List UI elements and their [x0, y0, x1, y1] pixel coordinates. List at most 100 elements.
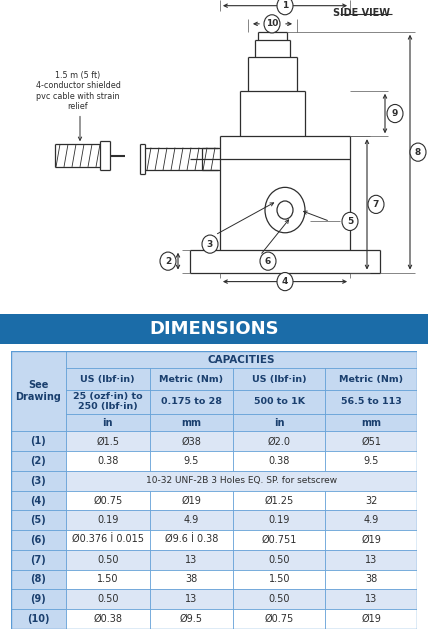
Bar [325, 511, 417, 530]
Text: (6): (6) [30, 535, 46, 545]
Circle shape [260, 252, 276, 270]
Text: US (lbf·in): US (lbf·in) [252, 375, 307, 384]
Bar [66, 432, 150, 451]
Text: See
Drawing: See Drawing [15, 380, 61, 402]
Text: 0.50: 0.50 [97, 555, 119, 565]
Bar [66, 550, 150, 569]
Bar [325, 368, 417, 390]
Text: Ø19: Ø19 [181, 495, 202, 506]
Text: 500 to 1K: 500 to 1K [254, 398, 305, 406]
Bar [233, 609, 325, 629]
Text: US (lbf·in): US (lbf·in) [80, 375, 135, 384]
Bar [11, 609, 66, 629]
Bar [11, 569, 66, 590]
Circle shape [387, 104, 403, 123]
Bar [150, 511, 233, 530]
Circle shape [277, 201, 293, 219]
Bar [66, 351, 417, 368]
Text: 7: 7 [373, 200, 379, 209]
Text: (7): (7) [30, 555, 46, 565]
Bar [233, 432, 325, 451]
Text: 9.5: 9.5 [364, 456, 379, 466]
Bar [233, 569, 325, 590]
Bar [11, 490, 66, 511]
Text: 13: 13 [185, 555, 198, 565]
Bar [325, 569, 417, 590]
Text: 0.38: 0.38 [269, 456, 290, 466]
Bar [233, 390, 325, 414]
Circle shape [264, 15, 280, 33]
Text: Ø51: Ø51 [361, 436, 381, 446]
Bar [150, 414, 233, 432]
Bar [150, 590, 233, 609]
Bar [150, 490, 233, 511]
Text: Metric (Nm): Metric (Nm) [160, 375, 223, 384]
Bar [11, 432, 66, 451]
Text: 10: 10 [266, 20, 278, 28]
Text: 0.50: 0.50 [97, 594, 119, 604]
Bar [325, 390, 417, 414]
Text: 0.50: 0.50 [269, 555, 290, 565]
Text: Ø0.38: Ø0.38 [93, 614, 122, 624]
Bar [150, 569, 233, 590]
Bar [233, 590, 325, 609]
Text: 4.9: 4.9 [364, 515, 379, 525]
Text: 38: 38 [365, 574, 377, 585]
Circle shape [410, 143, 426, 161]
Bar [325, 530, 417, 550]
Text: 8: 8 [415, 148, 421, 157]
Text: 0.19: 0.19 [269, 515, 290, 525]
Text: Ø0.751: Ø0.751 [262, 535, 297, 545]
Text: 4: 4 [282, 277, 288, 286]
Circle shape [265, 187, 305, 233]
Text: 0.175 to 28: 0.175 to 28 [161, 398, 222, 406]
Text: Ø2.0: Ø2.0 [268, 436, 291, 446]
Bar [150, 390, 233, 414]
Bar [66, 609, 150, 629]
Text: 1.5 m (5 ft)
4-conductor shielded
pvc cable with strain
relief: 1.5 m (5 ft) 4-conductor shielded pvc ca… [36, 71, 120, 111]
Text: 38: 38 [185, 574, 198, 585]
Bar [150, 609, 233, 629]
Bar [11, 351, 66, 432]
Bar [11, 471, 66, 490]
Text: 0.50: 0.50 [269, 594, 290, 604]
Bar [150, 432, 233, 451]
Text: 13: 13 [365, 594, 377, 604]
Text: 9.5: 9.5 [184, 456, 199, 466]
Text: 13: 13 [365, 555, 377, 565]
Text: 1.50: 1.50 [97, 574, 119, 585]
Bar [11, 590, 66, 609]
Bar [325, 490, 417, 511]
Circle shape [277, 0, 293, 15]
Text: 6: 6 [265, 257, 271, 265]
Bar [66, 471, 417, 490]
Text: 2: 2 [165, 257, 171, 265]
Bar [66, 368, 150, 390]
Circle shape [342, 212, 358, 231]
Circle shape [277, 272, 293, 291]
Bar [325, 432, 417, 451]
Bar [233, 451, 325, 471]
Bar [325, 590, 417, 609]
Bar [325, 550, 417, 569]
Circle shape [202, 235, 218, 253]
Text: 1.50: 1.50 [269, 574, 290, 585]
Text: Ø1.25: Ø1.25 [265, 495, 294, 506]
Text: 25 (ozf·in) to
250 (lbf·in): 25 (ozf·in) to 250 (lbf·in) [73, 392, 143, 411]
Text: 4.9: 4.9 [184, 515, 199, 525]
Text: (4): (4) [30, 495, 46, 506]
Text: (1): (1) [30, 436, 46, 446]
Text: Ø0.376 İ 0.015: Ø0.376 İ 0.015 [72, 535, 144, 545]
Text: 13: 13 [185, 594, 198, 604]
Text: (2): (2) [30, 456, 46, 466]
Bar [233, 550, 325, 569]
Text: 0.19: 0.19 [97, 515, 119, 525]
Bar [325, 451, 417, 471]
Text: Ø0.75: Ø0.75 [93, 495, 122, 506]
Circle shape [160, 252, 176, 270]
Bar [66, 590, 150, 609]
Text: 3: 3 [207, 240, 213, 248]
Bar [66, 414, 150, 432]
Bar [325, 414, 417, 432]
Bar [233, 368, 325, 390]
